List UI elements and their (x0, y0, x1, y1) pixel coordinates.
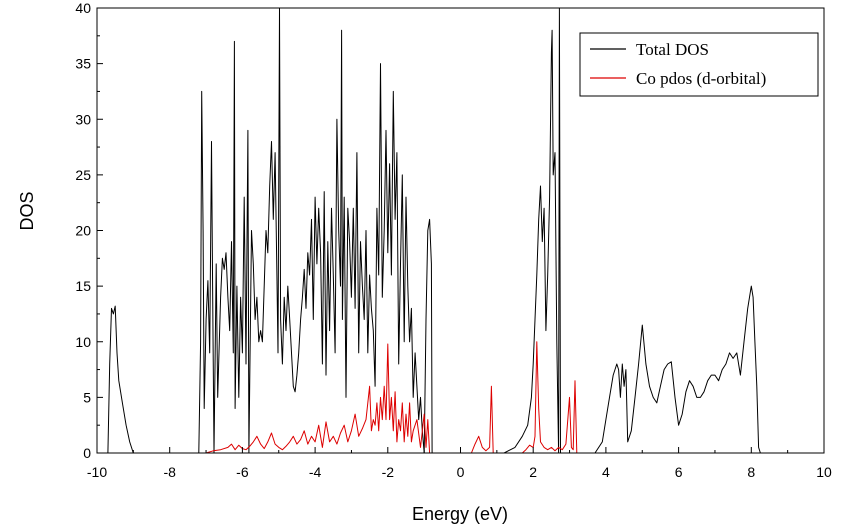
y-tick-label: 35 (75, 56, 91, 72)
y-tick-label: 15 (75, 278, 91, 294)
y-tick-label: 20 (75, 223, 91, 239)
x-axis: -10 -8 -6 -4 -2 0 2 4 6 8 10 (87, 447, 832, 480)
y-tick-label: 25 (75, 167, 91, 183)
y-axis-title: DOS (17, 191, 37, 230)
y-axis: 0 5 10 15 20 25 30 35 40 (75, 0, 103, 461)
series-line-co-pdos (97, 341, 824, 453)
x-tick-label: 6 (675, 464, 683, 480)
x-tick-label: -10 (87, 464, 107, 480)
y-tick-label: 10 (75, 334, 91, 350)
x-tick-label: 4 (602, 464, 610, 480)
x-tick-label: 2 (529, 464, 537, 480)
series-line-total-dos (97, 8, 824, 453)
x-axis-title: Energy (eV) (412, 504, 508, 524)
legend-label-co-pdos: Co pdos (d-orbital) (636, 69, 766, 88)
y-tick-label: 5 (83, 389, 91, 405)
x-tick-label: -2 (382, 464, 395, 480)
legend-box (579, 32, 819, 97)
y-tick-label: 30 (75, 111, 91, 127)
x-tick-label: -8 (163, 464, 176, 480)
x-tick-label: 0 (457, 464, 465, 480)
x-tick-label: 10 (816, 464, 832, 480)
y-tick-label: 40 (75, 0, 91, 16)
legend-label-total-dos: Total DOS (636, 40, 709, 59)
legend: Total DOS Co pdos (d-orbital) (579, 32, 819, 97)
x-tick-label: -4 (309, 464, 322, 480)
x-tick-label: 8 (747, 464, 755, 480)
y-tick-label: 0 (83, 445, 91, 461)
x-tick-label: -6 (236, 464, 249, 480)
